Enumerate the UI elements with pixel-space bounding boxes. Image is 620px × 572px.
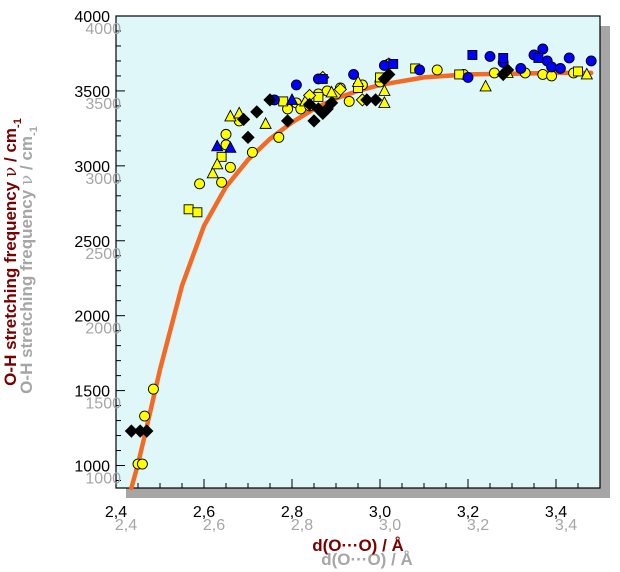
y-tick-label-shadow: 1000 xyxy=(85,471,121,488)
data-point-diamond-series-7 xyxy=(324,96,339,110)
data-point-diamond-series-3 xyxy=(333,82,348,97)
data-point-triangle-series-2 xyxy=(479,79,492,92)
data-point-triangle-series-2 xyxy=(580,67,594,80)
data-point-square-series-1 xyxy=(216,151,227,162)
x-tick-label-shadow: 3,2 xyxy=(467,517,489,534)
x-tick-label: 3,2 xyxy=(457,504,479,521)
tick-labels: 2,4 2,6 2,8 3,0 3,2 3,4 1000 1500 2000 2500 3000 35… xyxy=(74,9,567,521)
data-point-circle-series-0 xyxy=(147,383,159,395)
data-point-circle-series-0 xyxy=(537,68,549,80)
data-point-circle-series-4 xyxy=(484,51,496,62)
y-tick-label: 3500 xyxy=(74,84,110,101)
data-point-diamond-series-7 xyxy=(263,93,277,107)
data-point-diamond-series-7 xyxy=(241,130,255,145)
data-point-circle-series-0 xyxy=(273,131,285,143)
data-point-square-series-5 xyxy=(533,53,544,63)
data-point-circle-series-0 xyxy=(343,95,355,107)
x-tick-label: 3,4 xyxy=(545,504,567,521)
data-point-triangle-series-2 xyxy=(378,83,391,96)
y-tick-label-shadow: 2500 xyxy=(85,246,121,263)
data-point-circle-series-4 xyxy=(290,79,302,91)
data-point-triangle-series-2 xyxy=(259,116,272,129)
y-tick-label-shadow: 4000 xyxy=(85,21,121,38)
data-point-triangle-series-6 xyxy=(210,139,224,152)
data-point-triangle-series-2 xyxy=(378,95,391,108)
data-point-square-series-5 xyxy=(388,58,399,69)
data-point-square-series-1 xyxy=(183,204,194,215)
x-tick-label: 2,4 xyxy=(105,504,127,521)
x-axis-title: d(O···O) / Å xyxy=(312,536,404,555)
data-point-diamond-series-7 xyxy=(307,114,321,128)
y-tick-label: 3000 xyxy=(74,159,110,176)
x-axis-title-shadow: d(O···O) / Å xyxy=(321,550,413,569)
x-tick-label: 2,6 xyxy=(193,504,215,521)
y-tick-label: 1500 xyxy=(74,384,110,401)
y-axis-title: O-H stretching frequency ν / cm-1 xyxy=(1,118,24,386)
data-point-circle-series-4 xyxy=(462,71,474,83)
x-tick-label: 2,8 xyxy=(281,504,303,521)
y-tick-label-shadow: 2000 xyxy=(85,321,121,338)
data-point-circle-series-4 xyxy=(546,61,558,73)
x-tick-label-shadow: 2,8 xyxy=(291,517,313,534)
data-point-diamond-series-7 xyxy=(124,424,139,438)
data-point-circle-series-4 xyxy=(414,64,426,76)
x-tick-label-shadow: 2,4 xyxy=(115,517,137,534)
data-point-circle-series-4 xyxy=(563,52,575,64)
y-tick-label: 2000 xyxy=(74,309,110,326)
y-tick-label-shadow: 1500 xyxy=(85,396,121,413)
data-point-square-series-1 xyxy=(573,66,583,77)
x-tick-label-shadow: 3,4 xyxy=(555,517,577,534)
y-tick-label-shadow: 3500 xyxy=(85,96,121,113)
x-tick-label-shadow: 3,0 xyxy=(379,517,401,534)
data-point-triangle-series-2 xyxy=(351,74,365,87)
data-point-circle-series-0 xyxy=(546,70,558,82)
data-point-circle-series-4 xyxy=(585,55,597,67)
data-point-circle-series-4 xyxy=(554,62,566,74)
y-tick-label: 1000 xyxy=(74,459,110,476)
axis-ticks xyxy=(115,15,601,488)
x-tick-label-shadow: 2,6 xyxy=(203,517,225,534)
data-point-square-series-1 xyxy=(454,69,465,80)
data-point-diamond-series-7 xyxy=(368,93,383,107)
data-point-triangle-series-6 xyxy=(224,140,237,153)
data-point-square-series-5 xyxy=(498,53,509,63)
data-point-diamond-series-7 xyxy=(140,424,154,438)
y-tick-label: 4000 xyxy=(74,9,110,26)
data-point-circle-series-0 xyxy=(220,128,232,140)
data-point-triangle-series-6 xyxy=(285,92,299,105)
y-axis-title-shadow: O-H stretching frequency ν / cm-1 xyxy=(17,126,40,394)
data-point-triangle-series-2 xyxy=(206,166,220,179)
data-point-diamond-series-7 xyxy=(236,112,251,127)
data-point-square-series-5 xyxy=(317,73,328,84)
data-markers xyxy=(124,43,597,470)
data-point-diamond-series-7 xyxy=(280,114,295,128)
data-point-diamond-series-7 xyxy=(360,93,374,107)
data-point-circle-series-0 xyxy=(224,161,236,173)
data-point-square-series-1 xyxy=(313,91,324,102)
data-point-square-series-5 xyxy=(467,50,478,60)
data-point-circle-series-4 xyxy=(348,68,360,80)
data-point-diamond-series-7 xyxy=(302,97,317,112)
data-point-diamond-series-7 xyxy=(382,67,396,82)
data-point-diamond-series-7 xyxy=(500,63,515,77)
data-point-circle-series-0 xyxy=(194,178,206,190)
y-tick-label-shadow: 3000 xyxy=(85,171,121,188)
data-point-circle-series-4 xyxy=(515,62,527,74)
data-point-square-series-1 xyxy=(192,207,203,218)
data-point-circle-series-4 xyxy=(537,43,549,55)
data-point-circle-series-0 xyxy=(216,176,228,188)
shadow-tick-labels: 2,4 2,6 2,8 3,0 3,2 3,4 1000 1500 2000 2500 3000 35… xyxy=(85,21,577,534)
x-tick-label: 3,0 xyxy=(369,504,391,521)
data-point-circle-series-0 xyxy=(139,410,151,422)
data-point-circle-series-0 xyxy=(488,67,500,79)
data-point-circle-series-0 xyxy=(431,64,443,76)
data-point-circle-series-0 xyxy=(136,458,148,470)
y-tick-label: 2500 xyxy=(74,234,110,251)
data-point-circle-series-0 xyxy=(246,146,258,158)
data-point-diamond-series-7 xyxy=(250,105,264,119)
data-point-triangle-series-2 xyxy=(210,157,224,170)
